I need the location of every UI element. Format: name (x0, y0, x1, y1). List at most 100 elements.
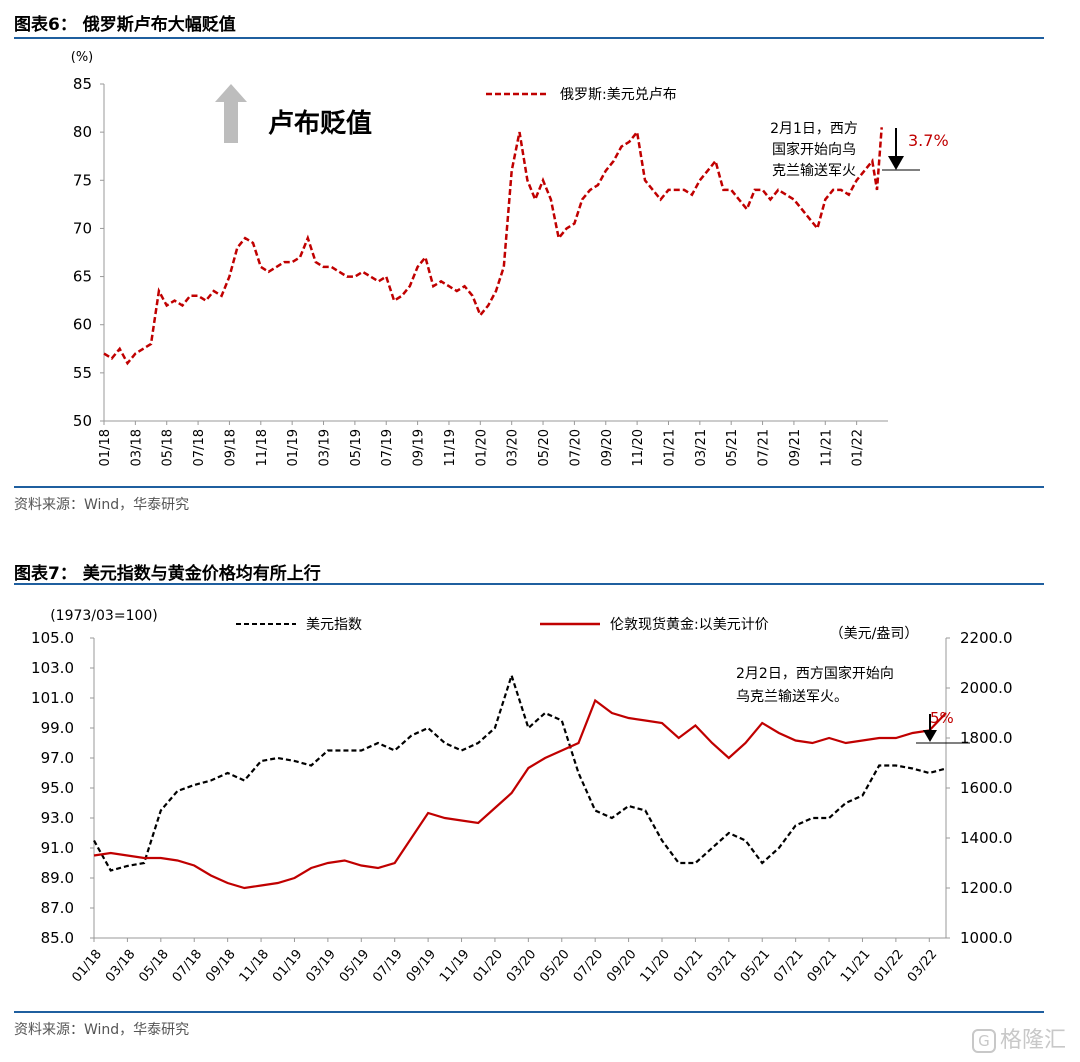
x-tick-label: 05/19 (349, 429, 364, 466)
x-tick-label: 01/21 (662, 429, 677, 466)
event-annotation-line: 2月1日，西方 (770, 121, 858, 137)
y-unit-left: (1973/03=100) (50, 608, 158, 624)
x-tick-label: 03/21 (694, 429, 709, 466)
x-tick-label: 09/18 (223, 429, 238, 466)
figure7-source: 资料来源：Wind，华泰研究 (14, 1022, 190, 1038)
x-tick-label: 11/19 (437, 947, 473, 985)
x-tick-label: 11/21 (819, 429, 834, 466)
y-left-tick-label: 89.0 (41, 869, 74, 887)
x-tick-label: 07/20 (568, 429, 583, 466)
x-tick-label: 05/20 (537, 947, 573, 985)
down-arrow-icon (923, 730, 937, 742)
x-tick-label: 07/18 (192, 429, 207, 466)
x-tick-label: 11/20 (631, 429, 646, 466)
x-tick-label: 09/20 (604, 947, 640, 985)
figure7-bottom-rule (14, 1011, 1044, 1013)
up-arrow-icon (215, 84, 247, 143)
y-left-tick-label: 105.0 (31, 629, 74, 647)
x-tick-label: 01/20 (470, 947, 506, 985)
y-left-tick-label: 91.0 (41, 839, 74, 857)
x-tick-label: 11/21 (838, 947, 874, 985)
x-tick-label: 01/18 (98, 429, 113, 466)
event-annotation-line: 乌克兰输送军火。 (736, 689, 848, 705)
event-annotation-line: 国家开始向乌 (772, 141, 856, 158)
figure7-title-rule (14, 583, 1044, 585)
x-tick-label: 01/19 (270, 947, 306, 985)
y-left-tick-label: 85.0 (41, 929, 74, 947)
x-tick-label: 01/18 (69, 947, 105, 985)
figure6-source: 资料来源：Wind，华泰研究 (14, 497, 190, 513)
series-line-gold (93, 698, 947, 890)
watermark-icon: G (971, 1029, 996, 1053)
down-arrow-icon (888, 156, 904, 170)
x-tick-label: 01/19 (286, 429, 301, 466)
x-tick-label: 05/20 (537, 429, 552, 466)
figure6-title-rule (14, 37, 1044, 39)
x-tick-label: 11/18 (255, 429, 270, 466)
x-tick-label: 05/18 (161, 429, 176, 466)
y-right-tick-label: 2200.0 (960, 629, 1013, 647)
x-tick-label: 03/18 (103, 947, 139, 985)
legend-label-dxy: 美元指数 (306, 617, 362, 633)
change-label: 3.7% (908, 131, 949, 150)
y-right-tick-label: 2000.0 (960, 679, 1013, 697)
y-tick-label: 85 (73, 75, 92, 93)
y-left-tick-label: 97.0 (41, 749, 74, 767)
x-tick-label: 01/20 (474, 429, 489, 466)
watermark-logo: G 格隆汇 (971, 1022, 1066, 1054)
y-right-tick-label: 1400.0 (960, 829, 1013, 847)
x-tick-label: 01/21 (671, 947, 707, 985)
series-line-rub (103, 127, 883, 366)
chart-ruble: (%) 50 55 60 65 70 75 80 85 01/18 03/18 05/18 07/18 0… (71, 50, 949, 466)
series-line-dxy (93, 671, 947, 872)
x-tick-label: 07/20 (571, 947, 607, 985)
y-tick-label: 75 (73, 171, 92, 189)
y-tick-label: 80 (73, 123, 92, 141)
x-tick-label: 03/19 (303, 947, 339, 985)
x-tick-label: 07/19 (370, 947, 406, 985)
event-annotation-line: 克兰输送军火 (772, 163, 856, 179)
x-tick-label: 01/22 (871, 947, 907, 985)
x-tick-label: 07/21 (757, 429, 772, 466)
x-tick-label: 11/18 (237, 947, 273, 985)
y-unit-right: （美元/盎司） (830, 626, 919, 642)
x-tick-label: 09/19 (404, 947, 440, 985)
x-tick-label: 03/20 (506, 429, 521, 466)
x-tick-label: 01/22 (851, 429, 866, 466)
y-left-tick-label: 87.0 (41, 899, 74, 917)
y-tick-label: 65 (73, 268, 92, 286)
figure6-bottom-rule (14, 486, 1044, 488)
x-tick-label: 05/21 (738, 947, 774, 985)
x-tick-label: 03/19 (318, 429, 333, 466)
y-left-tick-label: 101.0 (31, 689, 74, 707)
x-tick-label: 07/18 (170, 947, 206, 985)
y-tick-label: 60 (73, 316, 92, 334)
x-tick-label: 05/19 (337, 947, 373, 985)
y-right-tick-label: 1800.0 (960, 729, 1013, 747)
event-annotation-line: 2月2日，西方国家开始向 (736, 665, 894, 682)
chart-dxy-gold: (1973/03=100) （美元/盎司） 85.0 87.0 89.0 91.0 93.0… (31, 608, 1013, 985)
y-right-tick-label: 1600.0 (960, 779, 1013, 797)
x-tick-label: 09/21 (788, 429, 803, 466)
x-tick-label: 09/20 (600, 429, 615, 466)
figure6-title: 图表6： 俄罗斯卢布大幅贬值 (14, 15, 236, 35)
legend-label-gold: 伦敦现货黄金:以美元计价 (610, 616, 769, 633)
y-left-tick-label: 93.0 (41, 809, 74, 827)
x-tick-label: 11/19 (443, 429, 458, 466)
y-right-tick-label: 1000.0 (960, 929, 1013, 947)
x-tick-label: 09/18 (203, 947, 239, 985)
y-left-tick-label: 103.0 (31, 659, 74, 677)
figure7-title: 图表7： 美元指数与黄金价格均有所上行 (14, 564, 321, 584)
change-label: 5% (930, 709, 954, 727)
x-tick-label: 03/20 (504, 947, 540, 985)
y-tick-label: 50 (73, 412, 92, 430)
x-tick-label: 09/21 (805, 947, 841, 985)
x-tick-label: 03/21 (704, 947, 740, 985)
y-tick-label: 70 (73, 219, 92, 237)
x-tick-label: 09/19 (412, 429, 427, 466)
x-tick-label: 11/20 (637, 947, 673, 985)
x-tick-label: 03/18 (129, 429, 144, 466)
legend-label: 俄罗斯:美元兑卢布 (560, 87, 677, 103)
big-annotation: 卢布贬值 (268, 109, 372, 139)
y-left-tick-label: 95.0 (41, 779, 74, 797)
